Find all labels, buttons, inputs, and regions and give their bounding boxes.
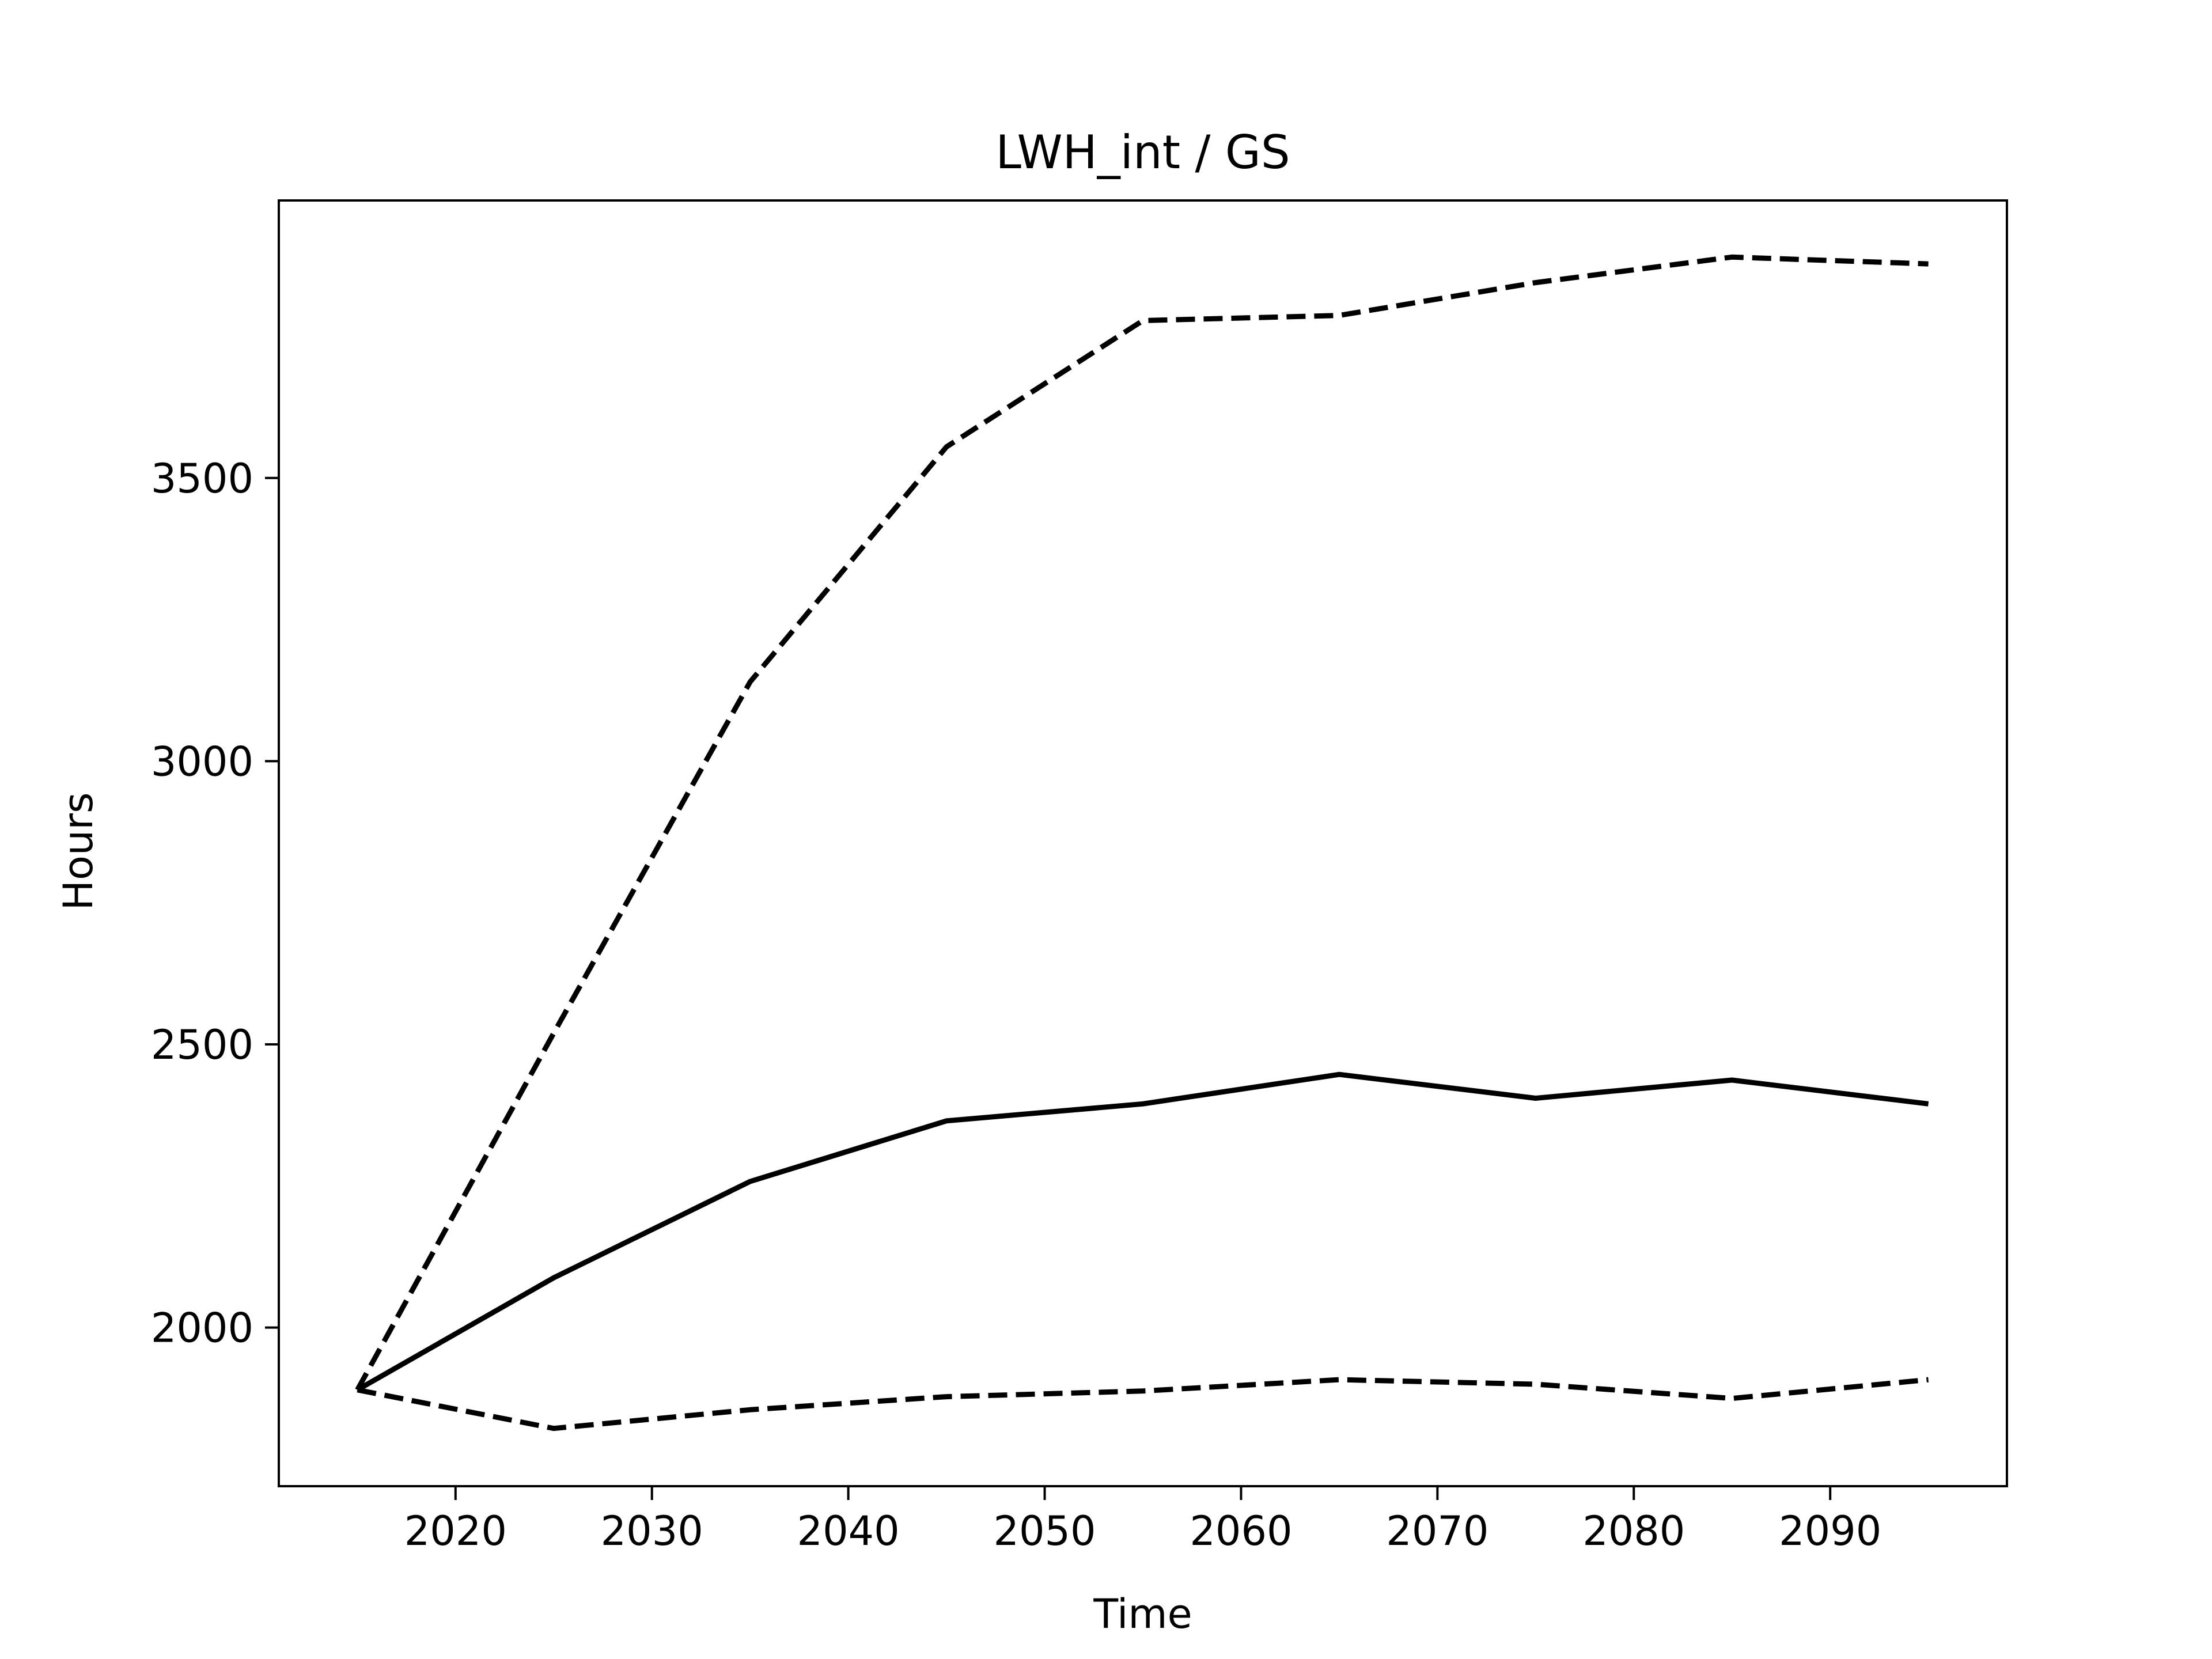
x-tick-label: 2090 [1779,1508,1881,1555]
x-tick-label: 2050 [993,1508,1096,1555]
y-tick-label: 3500 [151,455,253,502]
x-tick-label: 2040 [797,1508,900,1555]
series-line-3 [357,1377,1929,1431]
series-line-1 [355,254,1929,1391]
x-tick-label: 2070 [1386,1508,1488,1555]
y-tick-label: 2500 [151,1021,253,1069]
x-tick-label: 2060 [1190,1508,1292,1555]
series-line-2 [356,1071,1929,1392]
x-tick-label: 2020 [404,1508,507,1555]
x-axis-label: Time [1093,1590,1192,1638]
x-tick-label: 2030 [601,1508,703,1555]
y-tick-label: 2000 [151,1305,253,1352]
axes-frame [278,199,2008,1487]
x-tick-label: 2080 [1582,1508,1685,1555]
x-axis-ticks: 2020 2030 2040 2050 2060 2070 2080 2090 [404,1486,1881,1555]
y-axis-ticks: 2000 2500 3000 3500 [151,455,279,1352]
y-tick-label: 3000 [151,738,253,785]
y-axis-label: Hours [55,792,102,910]
chart-title: LWH_int / GS [995,126,1290,179]
plot-area [278,199,2008,1487]
